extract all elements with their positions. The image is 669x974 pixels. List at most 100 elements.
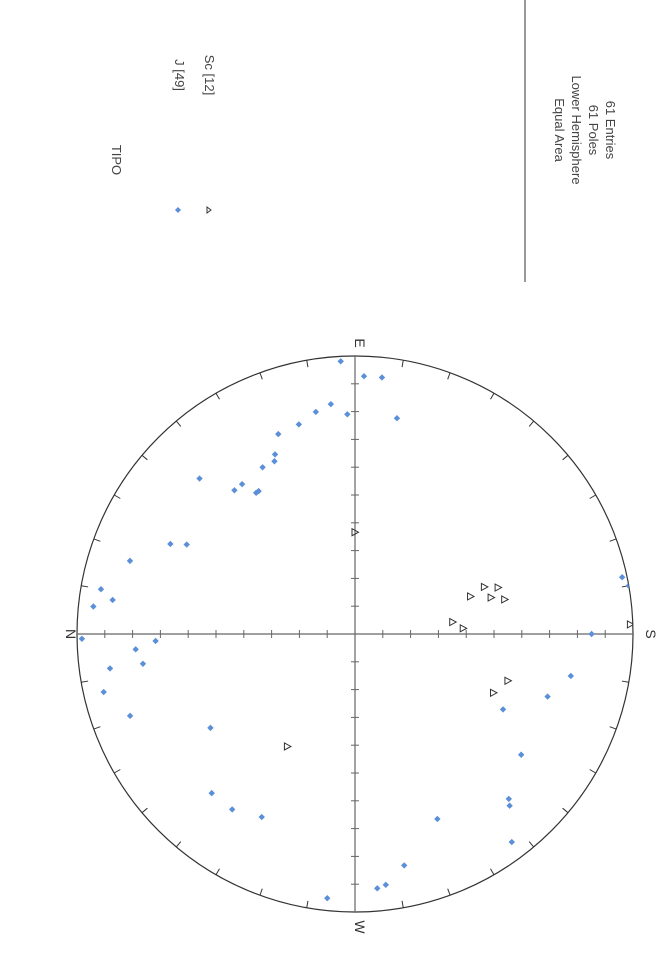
legend-entry-j: J [49] — [172, 59, 187, 91]
rim-tick — [447, 372, 451, 380]
sc-pole-point — [501, 595, 510, 604]
joint-pole-point — [255, 487, 262, 495]
info-block: Equal Area Lower Hemisphere 61 Poles 61 … — [524, 0, 618, 282]
rim-tick — [259, 372, 263, 380]
rim-tick — [528, 841, 535, 848]
joint-pole-point — [152, 637, 159, 645]
rim-tick — [93, 538, 101, 542]
rim-tick — [215, 392, 220, 400]
rim-tick — [562, 454, 569, 461]
joint-pole-point — [508, 838, 515, 846]
rim-tick — [490, 868, 495, 876]
sc-pole-point — [480, 582, 489, 592]
joint-pole-point — [400, 862, 408, 869]
rim-tick — [490, 392, 495, 400]
joint-pole-point — [207, 724, 214, 732]
rim-tick — [141, 454, 148, 461]
joint-pole-point — [337, 358, 344, 365]
axis-ticks — [104, 383, 606, 885]
joint-pole-point — [374, 885, 381, 892]
rim-tick — [259, 888, 263, 896]
legend: TIPO J [49] Sc [12] — [109, 55, 217, 214]
joint-pole-point — [499, 706, 507, 713]
rim-tick — [528, 420, 535, 427]
sc-pole-point — [351, 527, 360, 537]
joint-pole-point — [506, 802, 513, 809]
joint-pole-point — [132, 646, 139, 653]
sc-pole-point — [504, 676, 513, 686]
legend-diamond-icon — [175, 207, 181, 213]
joint-pole-point — [567, 672, 575, 680]
info-poles: 61 Poles — [586, 105, 601, 156]
joint-pole-point — [588, 630, 595, 638]
legend-entry-sc: Sc [12] — [202, 55, 217, 95]
rim-tick — [401, 360, 404, 368]
north-label: N — [63, 629, 79, 639]
joint-pole-point — [167, 540, 174, 548]
rim-tick — [589, 494, 597, 499]
info-hemisphere: Lower Hemisphere — [569, 75, 584, 184]
sc-pole-point — [494, 583, 503, 592]
rim-tick — [81, 585, 89, 588]
joint-pole-point — [505, 795, 512, 803]
joint-pole-point — [517, 751, 525, 758]
rim-tick — [609, 726, 617, 730]
sc-pole-point — [449, 617, 458, 627]
legend-title: TIPO — [109, 145, 124, 175]
rim-tick — [401, 900, 404, 908]
rim-tick — [175, 420, 182, 427]
rim-tick — [621, 680, 629, 683]
joint-pole-point — [271, 458, 278, 465]
east-label: E — [352, 338, 368, 347]
joint-pole-point — [228, 806, 236, 813]
rim-tick — [113, 769, 121, 774]
rim-tick — [93, 726, 101, 730]
joint-pole-point — [324, 894, 331, 902]
sc-pole-point — [487, 593, 496, 602]
joint-pole-point — [183, 541, 190, 548]
joint-pole-point — [434, 815, 441, 823]
joint-pole-point — [259, 464, 266, 471]
joint-pole-point — [312, 408, 320, 416]
joint-pole-point — [78, 635, 86, 642]
joint-pole-point — [126, 712, 134, 720]
joint-pole-point — [625, 582, 632, 589]
joint-pole-point — [378, 374, 386, 381]
joint-pole-point — [97, 586, 105, 593]
joint-pole-point — [327, 400, 335, 408]
sc-pole-point — [459, 623, 468, 633]
joint-pole-point — [295, 421, 303, 428]
sc-pole-point — [489, 688, 499, 698]
info-entries: 61 Entries — [603, 101, 618, 160]
rim-tick — [609, 538, 617, 542]
joint-pole-point — [393, 414, 401, 422]
joint-pole-point — [382, 881, 389, 889]
joint-pole-point — [258, 813, 265, 821]
rim-tick — [215, 868, 220, 876]
joint-pole-point — [618, 574, 626, 581]
rim-tick — [589, 769, 597, 774]
joint-pole-point — [275, 430, 282, 438]
south-label: S — [643, 629, 659, 638]
joint-pole-point — [208, 789, 215, 797]
sc-pole-point — [283, 742, 292, 751]
joint-pole-point — [360, 373, 368, 380]
rim-ticks — [81, 360, 629, 908]
joint-pole-point — [271, 451, 279, 458]
rim-tick — [81, 680, 89, 683]
joint-pole-point — [231, 487, 238, 494]
rim-tick — [141, 807, 148, 814]
rim-tick — [306, 900, 309, 908]
joint-pole-point — [544, 693, 551, 700]
joint-pole-point — [139, 660, 147, 668]
legend-triangle-icon — [206, 206, 212, 214]
west-label: W — [352, 920, 368, 934]
rim-tick — [447, 888, 451, 896]
rim-tick — [562, 807, 569, 814]
rim-tick — [175, 841, 182, 848]
data-points — [78, 358, 633, 902]
joint-pole-point — [106, 665, 114, 672]
joint-pole-point — [126, 557, 134, 565]
joint-pole-point — [196, 475, 203, 482]
